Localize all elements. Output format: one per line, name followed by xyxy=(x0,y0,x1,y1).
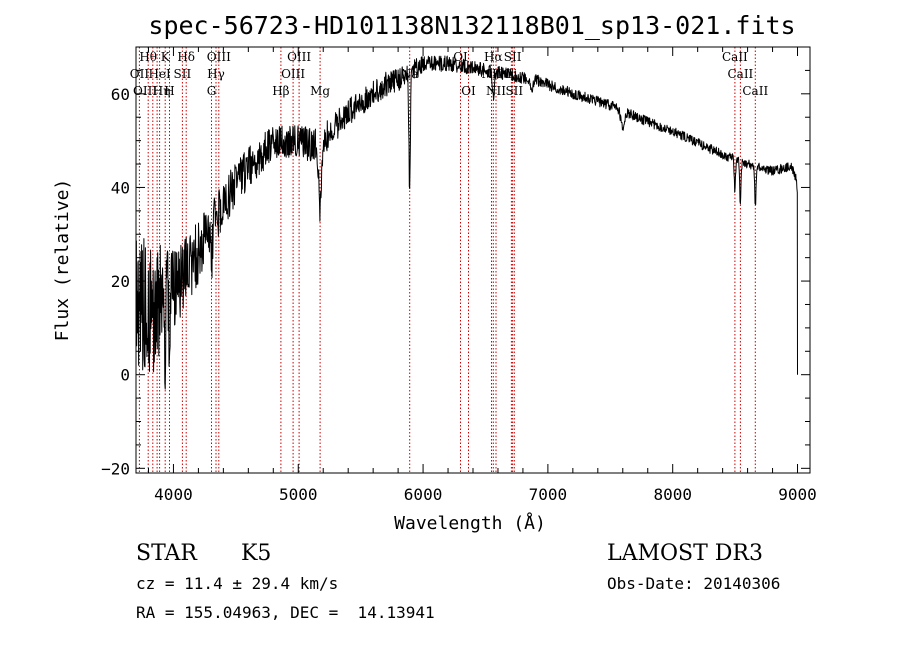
y-tick-label: 60 xyxy=(111,85,130,104)
spectrum-line xyxy=(135,55,798,390)
spectral-line-label: K xyxy=(161,50,171,64)
spectral-line-label: Mg xyxy=(310,84,330,98)
spectral-line-label: H xyxy=(164,84,174,98)
object-class: STAR xyxy=(136,541,197,566)
object-subclass: K5 xyxy=(241,541,272,566)
spectral-line-label: NII xyxy=(486,84,506,98)
spectral-line-label: SII xyxy=(174,67,192,81)
survey-label: LAMOST DR3 xyxy=(607,541,763,566)
spectral-line-markers xyxy=(138,47,756,473)
spectral-line-label: Hη xyxy=(153,84,171,98)
spectral-line-label: HeI xyxy=(148,67,171,81)
y-tick-label: 20 xyxy=(111,272,130,291)
spectral-line-label: SII xyxy=(505,84,523,98)
spectral-line-label: Hθ xyxy=(139,50,157,64)
x-axis-ticks: 4000 5000 6000 7000 8000 9000 xyxy=(147,47,817,504)
x-tick-label: 9000 xyxy=(778,485,817,504)
redshift-readout: cz = 11.4 ± 29.4 km/s xyxy=(136,574,339,593)
x-tick-label: 7000 xyxy=(529,485,568,504)
y-tick-label: 40 xyxy=(111,178,130,197)
y-axis-ticks: −20 0 20 40 60 xyxy=(101,69,810,478)
coordinates: RA = 155.04963, DEC = 14.13941 xyxy=(136,603,435,622)
spectral-line-label: Hα xyxy=(484,50,503,64)
spectral-line-label: OIII xyxy=(281,67,305,81)
spectral-line-label: OIII xyxy=(133,84,157,98)
y-tick-label: 0 xyxy=(120,366,130,385)
spectral-line-label: CaII xyxy=(722,50,748,64)
spectral-line-label: Hγ xyxy=(207,67,225,81)
x-tick-label: 6000 xyxy=(404,485,443,504)
spectral-line-label: OI xyxy=(461,84,476,98)
spectral-line-label: OII xyxy=(130,67,150,81)
spectral-line-label: Hδ xyxy=(177,50,195,64)
obs-date: Obs-Date: 20140306 xyxy=(607,574,781,593)
plot-frame xyxy=(135,46,811,474)
y-tick-label: −20 xyxy=(101,459,130,478)
x-tick-label: 8000 xyxy=(653,485,692,504)
y-axis-label: Flux (relative) xyxy=(52,179,73,342)
spectral-line-label: Hβ xyxy=(272,84,289,98)
spectral-line-label: CaII xyxy=(742,84,768,98)
spectral-line-label: G xyxy=(207,84,217,98)
spectral-line-label: CaII xyxy=(727,67,753,81)
x-axis-label: Wavelength (Å) xyxy=(394,512,546,534)
chart-title: spec-56723-HD101138N132118B01_sp13-021.f… xyxy=(148,11,795,40)
spectral-line-label: OIII xyxy=(287,50,311,64)
x-tick-label: 4000 xyxy=(154,485,193,504)
spectral-line-label: SII xyxy=(504,50,522,64)
spectral-line-label: OIII xyxy=(207,50,231,64)
x-tick-label: 5000 xyxy=(279,485,318,504)
